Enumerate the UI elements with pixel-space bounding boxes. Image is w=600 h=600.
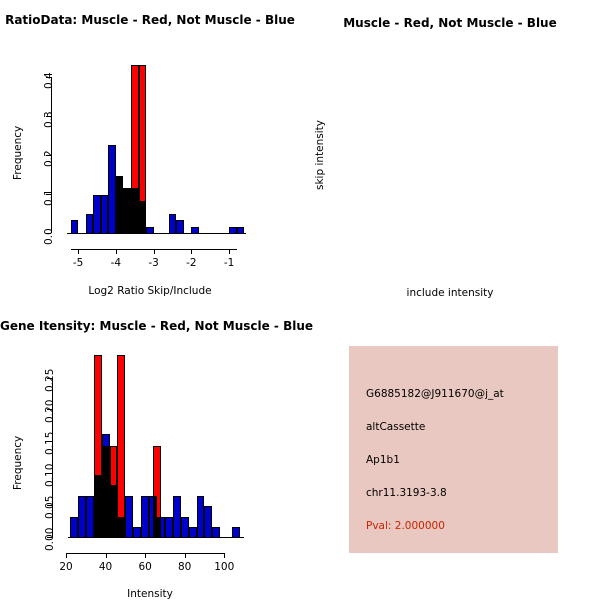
gene-bar-blue [125,495,134,538]
ratio-bar-blue [70,220,79,234]
ratio-histogram-xlabel: Log2 Ratio Skip/Include [88,285,212,297]
ratio-y-tick [46,155,51,156]
gene-y-tick [47,409,52,410]
gene-bar-blue [172,495,181,538]
gene-bar-blue [232,526,241,538]
info-line-1: G6885182@J911670@j_at [366,388,504,400]
gene-bar-blue [180,516,189,538]
gene-info-panel: G6885182@J911670@j_at altCassette Ap1b1 chr… [349,346,558,553]
gene-histogram-xlabel: Intensity [127,588,173,600]
ratio-y-ticklabel: 0.1 [43,189,55,206]
ratio-x-ticklabel: -1 [223,257,235,269]
panel-gene-intensity-histogram: Gene Itensity: Muscle - Red, Not Muscle … [0,300,314,600]
gene-y-ticklabel: 0.00 [44,527,56,551]
ratio-histogram-title: RatioData: Muscle - Red, Not Muscle - Bl… [5,13,295,27]
ratio-y-tick [46,116,51,117]
ratio-y-tick [46,233,51,234]
ratio-bar-blue [191,226,199,234]
ratio-x-tick [191,249,192,254]
gene-y-ticklabel: 0.10 [44,463,56,488]
gene-bar-blue [204,506,213,538]
gene-y-ticklabel: 0.25 [44,368,56,392]
ratio-bar-blue [100,194,109,234]
gene-y-tick [47,378,52,379]
gene-bar-red [109,445,118,538]
gene-bar-blue [164,516,173,538]
ratio-x-axis [70,249,237,250]
gene-bar-blue [141,495,150,538]
ratio-y-ticklabel: 0.4 [43,71,55,89]
gene-bar-red [93,354,102,538]
ratio-x-tick [78,249,79,254]
ratio-bar-blue [108,145,116,234]
ratio-bar-red [130,65,139,234]
gene-y-ticklabel: 0.20 [44,400,56,424]
ratio-x-ticklabel: -4 [110,257,122,269]
gene-bar-blue [212,526,221,538]
ratio-bar-blue [168,213,177,234]
gene-x-tick [224,553,225,558]
gene-x-tick [106,553,107,558]
ratio-histogram-plotarea: 0.0 0.1 0.2 0.3 0.4 -5 -4 -3 -2 -1 [0,0,300,300]
panel-scatter-plot: Muscle - Red, Not Muscle - Blue skip int… [300,0,600,300]
ratio-y-ticklabel: 0.3 [43,111,55,128]
gene-x-ticklabel: 20 [59,561,73,573]
info-line-4: chr11.3193-3.8 [366,487,447,499]
panel-ratio-histogram: RatioData: Muscle - Red, Not Muscle - Bl… [0,0,300,300]
ratio-y-axis [51,76,52,233]
gene-y-tick [47,473,52,474]
ratio-x-ticklabel: -3 [148,257,159,269]
gene-bar-blue [196,495,205,538]
gene-bar-red [101,445,110,538]
ratio-y-ticklabel: 0.2 [43,150,55,167]
ratio-baseline [66,233,247,234]
gene-bar-red [117,354,126,538]
gene-bar-blue [85,495,94,538]
gene-x-tick [145,553,146,558]
gene-y-ticklabel: 0.05 [44,495,56,520]
ratio-bar-blue [236,226,245,234]
gene-bar-blue [69,516,78,538]
info-line-5: Pval: 2.000000 [366,520,445,532]
ratio-y-tick [46,194,51,195]
ratio-bar-red [138,65,147,234]
gene-bar-blue [77,495,86,538]
ratio-bar-blue [85,213,94,234]
gene-x-ticklabel: 100 [214,561,235,573]
ratio-y-ticklabel: 0.0 [43,228,55,245]
gene-y-axis [52,377,53,537]
gene-y-tick [47,505,52,506]
gene-y-tick [47,537,52,538]
ratio-bar-blue [146,226,154,234]
ratio-bar-blue [229,226,237,234]
info-line-2: altCassette [366,421,426,433]
ratio-bar-red [115,175,124,234]
scatter-title: Muscle - Red, Not Muscle - Blue [343,16,557,30]
gene-y-ticklabel: 0.15 [44,431,56,456]
gene-histogram-title: Gene Itensity: Muscle - Red, Not Muscle … [0,319,314,333]
scatter-plotarea: 46810121420406080100120140 [300,0,600,300]
scatter-xlabel: include intensity [406,287,494,299]
ratio-bar-blue [176,220,184,234]
ratio-x-tick [154,249,155,254]
gene-x-tick [66,553,67,558]
gene-histogram-plotarea: 0.00 0.05 0.10 0.15 0.20 0.25 20 40 60 80 100 [0,300,300,600]
info-line-3: Ap1b1 [366,454,400,466]
ratio-x-ticklabel: -5 [72,257,84,269]
gene-x-ticklabel: 40 [98,561,113,573]
gene-bar-red [153,445,161,538]
gene-x-ticklabel: 80 [178,561,192,573]
gene-y-tick [47,441,52,442]
ratio-x-tick [229,249,230,254]
ratio-y-tick [46,77,51,78]
ratio-bar-blue [93,194,101,234]
ratio-x-tick [116,249,117,254]
gene-x-ticklabel: 60 [138,561,152,573]
gene-bar-blue [133,526,142,538]
ratio-x-ticklabel: -2 [186,257,197,269]
gene-x-tick [185,553,186,558]
gene-bar-blue [188,526,197,538]
ratio-bar-red [123,188,131,234]
